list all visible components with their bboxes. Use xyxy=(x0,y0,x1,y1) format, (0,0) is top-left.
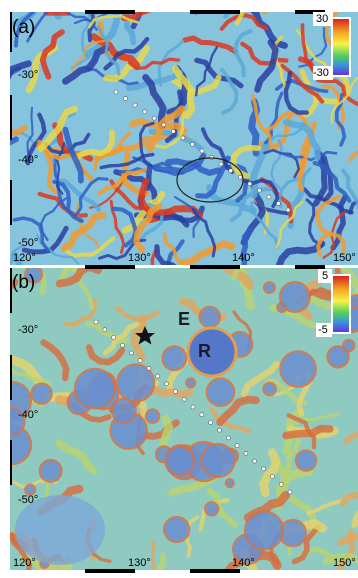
lat-label: -30° xyxy=(18,324,38,336)
panel-label: (b) xyxy=(12,272,35,293)
profile-dot xyxy=(114,90,118,94)
profile-dot xyxy=(248,182,252,186)
crater xyxy=(31,383,51,403)
crater xyxy=(199,307,220,328)
lat-label: -40° xyxy=(18,409,38,421)
colorbar-min: -5 xyxy=(318,324,328,336)
profile-dot xyxy=(286,208,290,212)
crater xyxy=(164,517,189,542)
profile-dot xyxy=(138,359,142,363)
profile-dot xyxy=(288,490,292,494)
profile-dot xyxy=(218,428,222,432)
crater xyxy=(207,378,235,406)
lon-label: 140° xyxy=(232,557,255,569)
texture-stroke xyxy=(265,0,295,12)
lat-label: -30° xyxy=(18,69,38,81)
profile-dot xyxy=(181,136,185,140)
crater xyxy=(75,369,115,409)
crater xyxy=(205,502,218,515)
profile-dot xyxy=(103,328,107,332)
profile-dot xyxy=(235,444,239,448)
crater xyxy=(201,444,234,477)
profile-dot xyxy=(143,110,147,114)
profile-dot xyxy=(200,149,204,153)
texture-stroke xyxy=(47,0,81,13)
lon-label: 120° xyxy=(13,557,36,569)
profile-dot xyxy=(133,103,137,107)
profile-dot xyxy=(165,382,169,386)
profile-dot xyxy=(257,188,261,192)
profile-dot xyxy=(219,162,223,166)
profile-dot xyxy=(200,413,204,417)
crater xyxy=(264,282,275,293)
lon-label: 130° xyxy=(128,252,151,264)
crater xyxy=(263,383,276,396)
texture-stroke xyxy=(66,0,77,14)
colorbar-max: 30 xyxy=(316,13,328,25)
profile-dot xyxy=(270,475,274,479)
profile-dot xyxy=(191,405,195,409)
profile-dot xyxy=(171,129,175,133)
profile-dot xyxy=(279,482,283,486)
colorbar xyxy=(332,275,350,333)
profile-dot xyxy=(182,397,186,401)
colorbar-max: 5 xyxy=(322,270,328,282)
colorbar-min: -30 xyxy=(313,67,329,79)
profile-dot xyxy=(162,123,166,127)
crater xyxy=(146,409,160,423)
crater xyxy=(226,479,234,487)
crater xyxy=(186,378,195,387)
lon-label: 140° xyxy=(232,252,255,264)
profile-dot xyxy=(124,97,128,101)
profile-dot xyxy=(129,351,133,355)
lon-label: 150° xyxy=(333,557,356,569)
colorbar xyxy=(332,18,350,76)
lon-label: 130° xyxy=(128,557,151,569)
profile-dot xyxy=(262,467,266,471)
lat-label: -50° xyxy=(18,237,38,249)
crater xyxy=(296,450,316,470)
crater xyxy=(188,328,236,376)
profile-dot xyxy=(267,195,271,199)
region-label: E xyxy=(178,309,190,329)
crater xyxy=(162,346,186,370)
lon-label: 150° xyxy=(333,252,356,264)
crater xyxy=(280,351,316,387)
profile-dot xyxy=(112,336,116,340)
profile-dot xyxy=(121,343,125,347)
profile-dot xyxy=(209,421,213,425)
profile-dot xyxy=(94,320,98,324)
crater xyxy=(245,511,283,549)
figure: 30 -30 5 -5 (a) (b) -30° -40° -50° 120° … xyxy=(0,0,358,573)
crater xyxy=(40,460,62,482)
profile-dot xyxy=(156,374,160,378)
profile-dot xyxy=(229,169,233,173)
profile-dot xyxy=(147,366,151,370)
profile-dot xyxy=(276,201,280,205)
profile-dot xyxy=(190,142,194,146)
profile-dot xyxy=(253,459,257,463)
lat-label: -50° xyxy=(18,494,38,506)
crater xyxy=(343,340,354,351)
crater xyxy=(165,447,194,476)
crater xyxy=(280,282,310,312)
panel-label: (a) xyxy=(12,17,35,38)
profile-dot xyxy=(244,451,248,455)
profile-dot xyxy=(152,116,156,120)
lat-label: -40° xyxy=(18,154,38,166)
profile-dot xyxy=(238,175,242,179)
region-label: R xyxy=(198,341,211,361)
lon-label: 120° xyxy=(13,252,36,264)
profile-dot xyxy=(226,436,230,440)
profile-dot xyxy=(173,390,177,394)
